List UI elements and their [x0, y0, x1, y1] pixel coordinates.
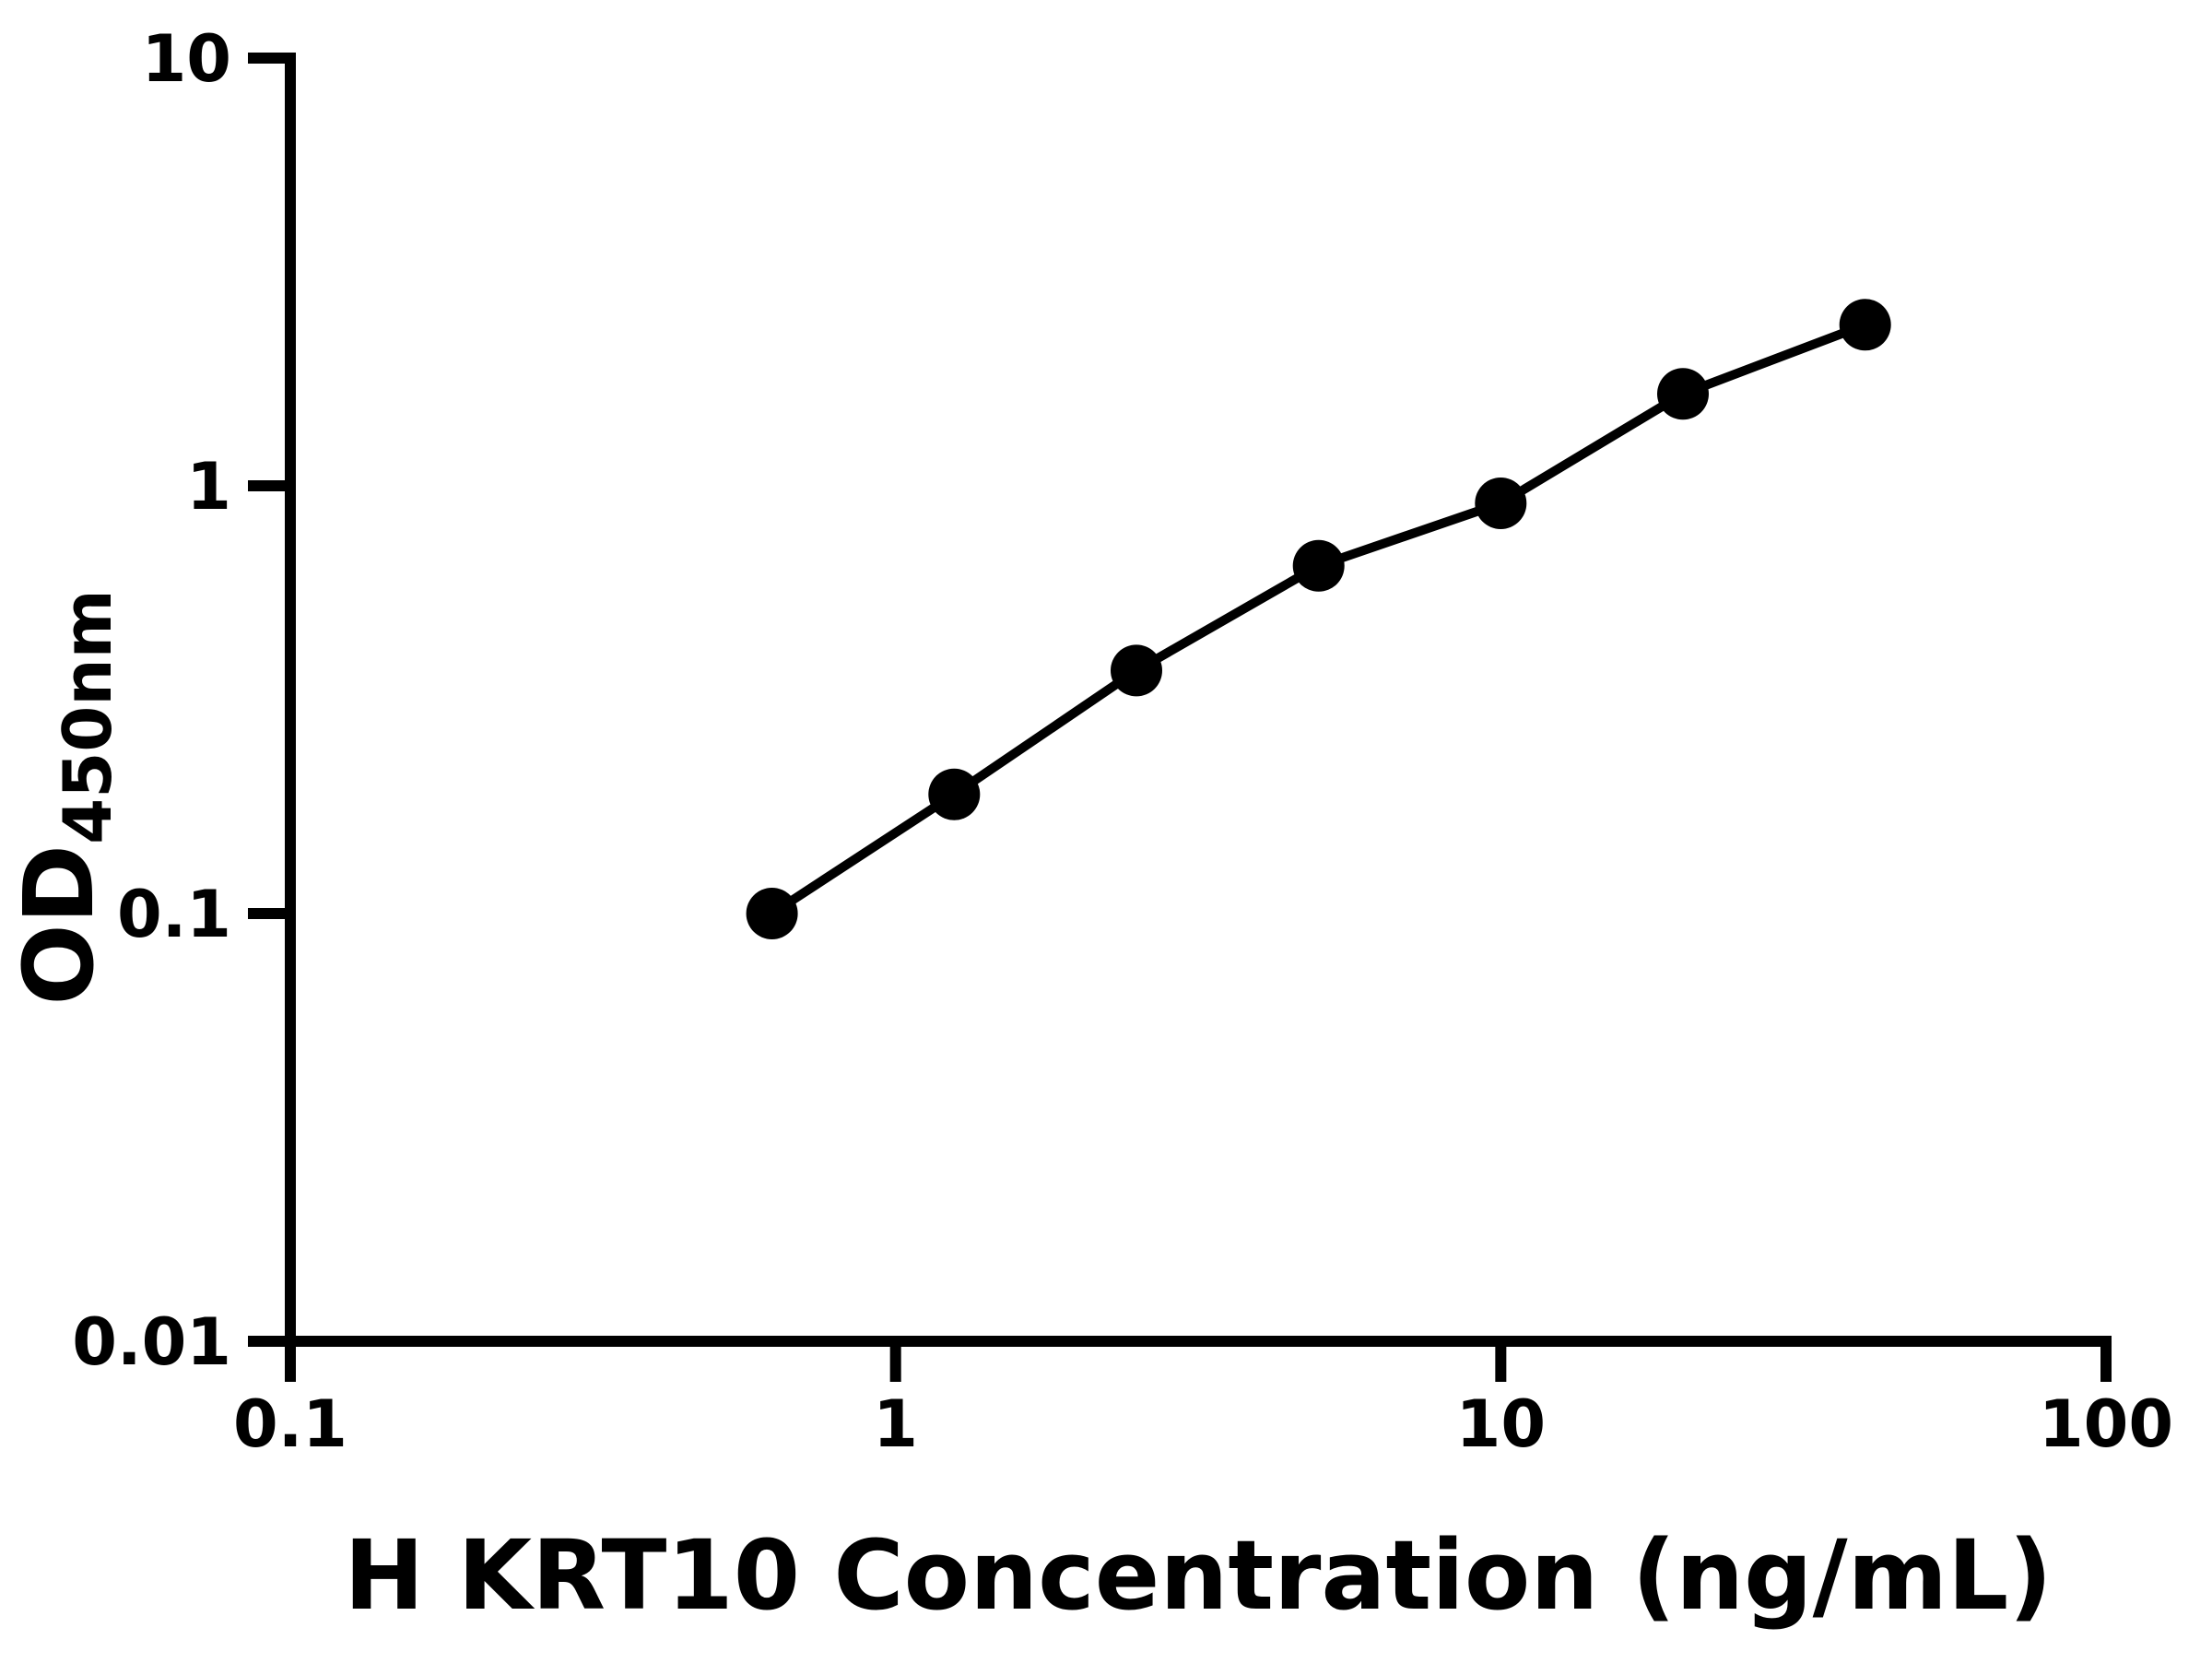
y-tick-label-10: 10	[142, 21, 231, 97]
data-point-markers	[746, 299, 1891, 939]
data-point-marker-40	[1839, 299, 1891, 351]
y-tick-label-1: 1	[186, 449, 231, 525]
data-point-marker-20	[1657, 368, 1709, 420]
standard-curve-line	[769, 320, 1867, 918]
y-tick-label-0.1: 0.1	[117, 877, 231, 952]
y-axis-title-main: OD	[3, 844, 115, 1006]
data-point-marker-2.5	[1111, 644, 1162, 697]
x-tick-label-10: 10	[1456, 1386, 1546, 1462]
data-point-marker-5	[1292, 539, 1345, 592]
x-axis-title: H KRT10 Concentration (ng/mL)	[344, 1519, 2053, 1632]
y-tick-label-0.01: 0.01	[72, 1304, 231, 1380]
x-tick-label-100: 100	[2039, 1386, 2173, 1462]
axis-ticks	[248, 53, 2112, 1382]
data-point-marker-1.25	[928, 768, 981, 820]
y-axis-title: OD450nm	[3, 589, 126, 1005]
x-tick-label-1: 1	[873, 1386, 918, 1462]
data-point-marker-10	[1475, 478, 1527, 529]
axes	[285, 53, 2112, 1347]
x-tick-label-0.1: 0.1	[233, 1386, 347, 1462]
data-point-marker-0.625	[746, 888, 798, 939]
y-axis-title-sub: 450nm	[49, 589, 126, 844]
